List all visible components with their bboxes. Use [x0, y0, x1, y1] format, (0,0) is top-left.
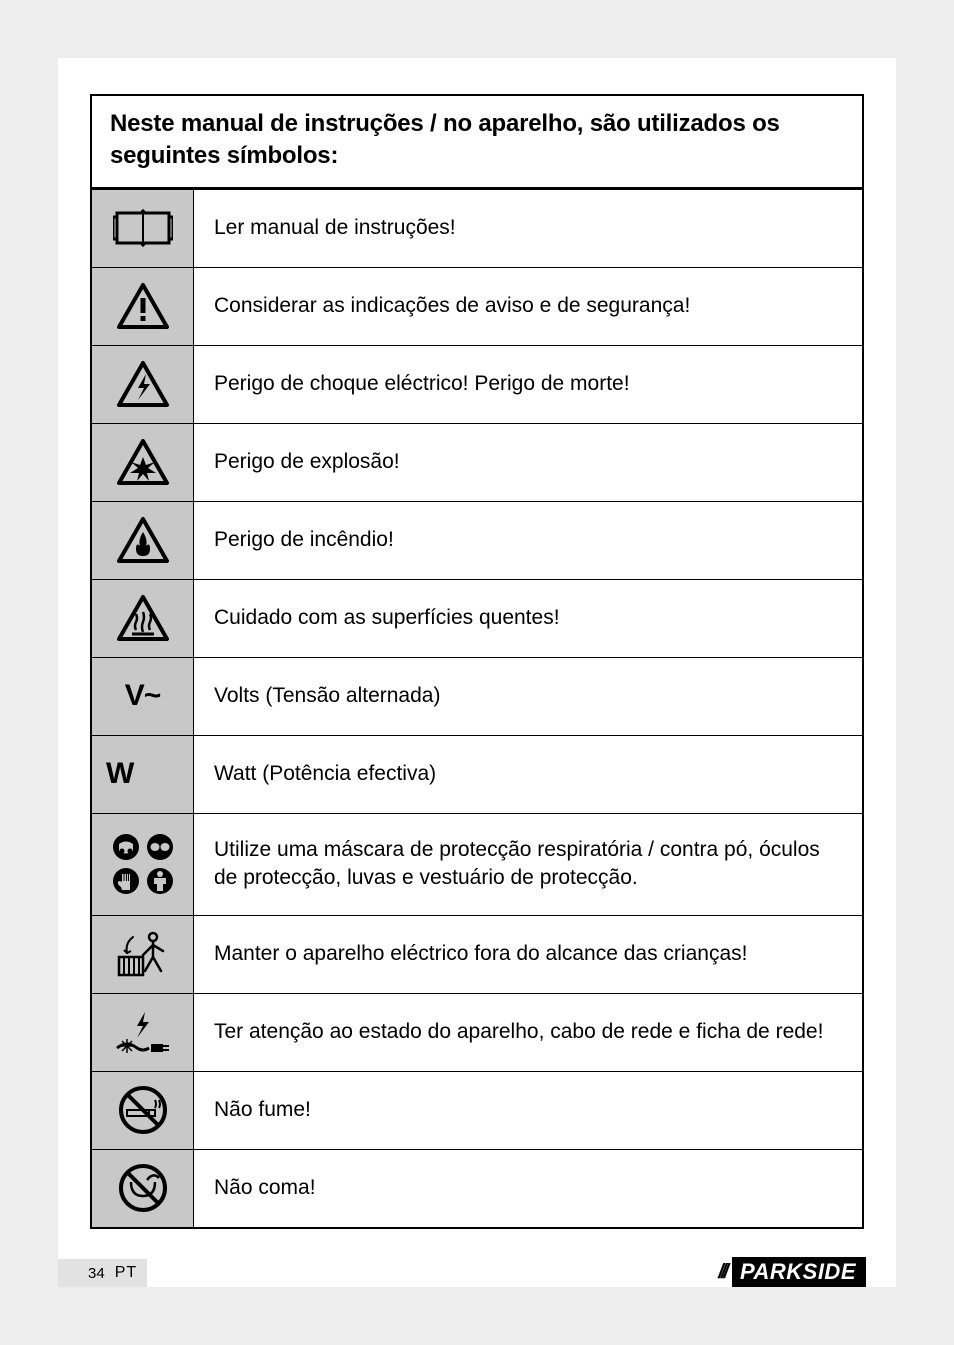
icon-cell [92, 1072, 194, 1149]
page-language: PT [115, 1264, 137, 1282]
table-row: V~ Volts (Tensão alternada) [92, 657, 862, 735]
watt-icon: W [106, 757, 133, 791]
symbols-table: Neste manual de instruções / no aparelho… [90, 94, 864, 1229]
table-row: Ler manual de instruções! [92, 189, 862, 267]
no-smoking-icon [117, 1084, 169, 1136]
table-row: Considerar as indicações de aviso e de s… [92, 267, 862, 345]
icon-cell: V~ [92, 658, 194, 735]
check-cable-icon [113, 1008, 173, 1056]
table-row: Manter o aparelho eléctrico fora do alca… [92, 915, 862, 993]
electric-shock-icon [116, 360, 170, 408]
no-eating-icon [117, 1162, 169, 1214]
volts-ac-icon: V~ [125, 679, 161, 713]
table-row: Utilize uma máscara de protecção respira… [92, 813, 862, 915]
fire-icon [116, 516, 170, 564]
ppe-icon [111, 832, 175, 896]
brand-logo: /// PARKSIDE [718, 1257, 866, 1287]
clothing-icon [145, 866, 175, 896]
row-text: Considerar as indicações de aviso e de s… [194, 268, 862, 345]
row-text: Ler manual de instruções! [194, 190, 862, 267]
row-text: Não coma! [194, 1150, 862, 1227]
row-text: Watt (Potência efectiva) [194, 736, 862, 813]
icon-cell [92, 1150, 194, 1227]
table-row: Não coma! [92, 1149, 862, 1227]
keep-from-children-icon [115, 929, 171, 979]
row-text: Perigo de choque eléctrico! Perigo de mo… [194, 346, 862, 423]
read-manual-icon [113, 207, 173, 249]
icon-cell [92, 916, 194, 993]
gloves-icon [111, 866, 141, 896]
icon-cell [92, 190, 194, 267]
row-text: Perigo de explosão! [194, 424, 862, 501]
brand-stripes-icon: /// [718, 1261, 726, 1284]
row-text: Perigo de incêndio! [194, 502, 862, 579]
hot-surface-icon [116, 594, 170, 642]
table-row: Ter atenção ao estado do aparelho, cabo … [92, 993, 862, 1071]
table-row: Perigo de incêndio! [92, 501, 862, 579]
row-text: Volts (Tensão alternada) [194, 658, 862, 735]
row-text: Não fume! [194, 1072, 862, 1149]
icon-cell [92, 994, 194, 1071]
row-text: Utilize uma máscara de protecção respira… [194, 814, 862, 915]
icon-cell [92, 424, 194, 501]
row-text: Manter o aparelho eléctrico fora do alca… [194, 916, 862, 993]
page-number-box: 34 PT [58, 1259, 147, 1287]
brand-name: PARKSIDE [732, 1257, 866, 1287]
table-row: Perigo de choque eléctrico! Perigo de mo… [92, 345, 862, 423]
row-text: Ter atenção ao estado do aparelho, cabo … [194, 994, 862, 1071]
icon-cell [92, 814, 194, 915]
manual-page: Neste manual de instruções / no aparelho… [58, 58, 896, 1287]
page-footer: 34 PT /// PARKSIDE [58, 1247, 896, 1287]
icon-cell [92, 502, 194, 579]
table-row: Perigo de explosão! [92, 423, 862, 501]
goggles-icon [145, 832, 175, 862]
respirator-icon [111, 832, 141, 862]
warning-icon [116, 282, 170, 330]
table-row: W Watt (Potência efectiva) [92, 735, 862, 813]
explosion-icon [116, 438, 170, 486]
icon-cell [92, 346, 194, 423]
icon-cell [92, 268, 194, 345]
row-text: Cuidado com as superfícies quentes! [194, 580, 862, 657]
icon-cell [92, 580, 194, 657]
table-row: Cuidado com as superfícies quentes! [92, 579, 862, 657]
icon-cell: W [92, 736, 194, 813]
table-title: Neste manual de instruções / no aparelho… [92, 96, 862, 189]
page-number: 34 [88, 1265, 105, 1282]
table-row: Não fume! [92, 1071, 862, 1149]
